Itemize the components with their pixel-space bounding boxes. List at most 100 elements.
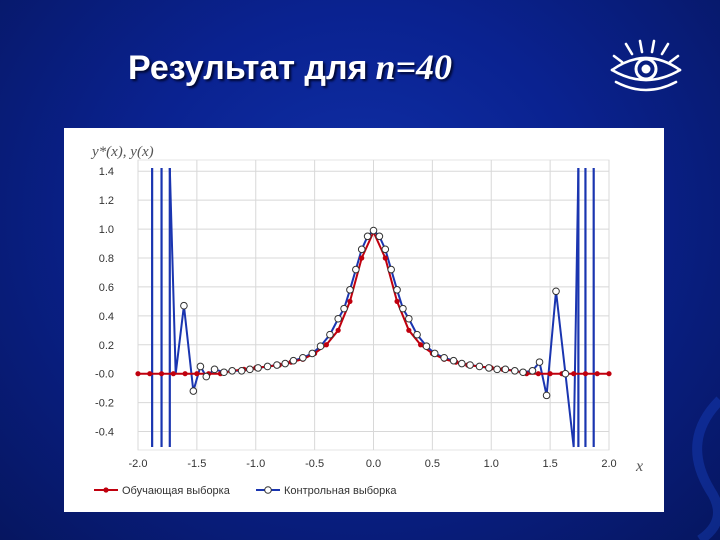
control-point	[196, 362, 205, 371]
y-tick-label: 0.8	[99, 253, 114, 265]
control-point	[254, 364, 262, 372]
control-point	[440, 353, 448, 362]
control-point	[485, 364, 493, 372]
train-point	[194, 371, 200, 377]
control-point	[413, 330, 421, 339]
train-point	[594, 371, 600, 377]
control-point	[289, 356, 298, 365]
train-point	[323, 342, 329, 348]
slide-title-math: n=40	[375, 47, 452, 87]
control-point	[357, 245, 366, 254]
control-point	[561, 369, 570, 378]
control-point	[552, 287, 560, 296]
control-point	[246, 365, 254, 374]
grid	[137, 159, 610, 451]
chart: -2.0 -1.5 -1.0 -0.5 0.0 0.5 1.0 1.5 2.0 1.4 1.2 1.0…	[90, 144, 643, 497]
eye-logo-icon	[610, 39, 682, 92]
control-point	[493, 365, 501, 374]
control-point	[369, 226, 378, 235]
train-point	[535, 371, 541, 377]
train-point	[147, 371, 153, 377]
y-tick-label: 0.2	[99, 340, 114, 352]
control-point	[511, 367, 519, 375]
control-point	[387, 265, 395, 274]
control-point	[352, 265, 360, 274]
control-point	[202, 372, 211, 381]
control-series-line	[168, 167, 580, 448]
control-point	[308, 349, 317, 358]
control-point	[299, 353, 307, 362]
train-point	[406, 327, 412, 333]
train-point	[170, 371, 176, 377]
x-tick-label: 0.0	[366, 458, 381, 470]
y-axis-label: y*(x), y(x)	[90, 144, 154, 160]
train-point	[571, 371, 577, 377]
x-axis-label: x	[635, 458, 643, 475]
y-tick-label: 1.4	[99, 166, 114, 178]
control-point	[210, 365, 219, 374]
y-tick-label: 1.0	[99, 224, 114, 236]
control-point	[281, 359, 289, 368]
control-point	[334, 314, 342, 323]
control-point	[528, 367, 537, 375]
train-point	[135, 371, 141, 377]
train-point	[418, 342, 424, 348]
y-tick-label: 0.6	[99, 282, 114, 294]
legend-control-marker	[264, 486, 272, 494]
control-point	[273, 361, 281, 369]
control-point	[405, 314, 413, 323]
control-point	[501, 365, 510, 374]
control-point	[399, 304, 407, 313]
train-point	[158, 371, 165, 377]
y-tick-label: 1.2	[99, 195, 114, 207]
control-point	[475, 362, 484, 371]
ticks: -2.0 -1.5 -1.0 -0.5 0.0 0.5 1.0 1.5 2.0 1.4 1.2 1.0…	[95, 166, 617, 470]
control-point	[237, 367, 246, 375]
y-tick-label: 0.4	[99, 311, 114, 323]
slide-title: Результат для n=40	[128, 46, 452, 88]
control-point	[189, 387, 198, 395]
control-point	[466, 361, 474, 369]
control-point	[449, 356, 458, 365]
x-tick-label: -2.0	[129, 458, 148, 470]
train-point	[606, 371, 612, 377]
control-point	[430, 349, 439, 358]
x-tick-label: -1.5	[187, 458, 206, 470]
control-point	[375, 232, 384, 241]
control-point	[180, 301, 188, 310]
x-tick-label: 0.5	[425, 458, 440, 470]
legend-control-label: Контрольная выборка	[284, 485, 397, 497]
control-point	[542, 391, 551, 400]
control-point	[326, 330, 334, 339]
x-tick-label: 2.0	[601, 458, 616, 470]
control-point	[220, 368, 228, 377]
train-point	[359, 255, 365, 261]
x-tick-label: 1.0	[484, 458, 499, 470]
train-point	[394, 298, 400, 304]
train-point	[382, 255, 388, 261]
background-swirl	[692, 396, 720, 540]
x-tick-label: 1.5	[542, 458, 557, 470]
control-point	[228, 367, 236, 375]
control-point	[363, 232, 372, 241]
legend: Обучающая выборка Контрольная выборка	[94, 485, 397, 497]
y-tick-label: -0.0	[95, 369, 114, 381]
x-tick-label: -0.5	[305, 458, 324, 470]
train-point	[347, 298, 353, 304]
y-tick-label: -0.4	[95, 427, 114, 439]
train-point	[547, 371, 553, 377]
control-point	[519, 368, 527, 377]
control-point	[346, 286, 354, 294]
control-point	[535, 358, 544, 366]
train-point	[335, 327, 341, 333]
slide-title-text: Результат для	[128, 49, 368, 87]
control-point	[422, 342, 431, 351]
x-tick-label: -1.0	[246, 458, 265, 470]
control-point	[316, 342, 325, 351]
control-point	[340, 304, 348, 313]
chart-panel: -2.0 -1.5 -1.0 -0.5 0.0 0.5 1.0 1.5 2.0 1.4 1.2 1.0…	[64, 128, 664, 512]
control-point	[263, 362, 272, 371]
control-point	[393, 286, 401, 294]
train-point	[182, 371, 188, 377]
series	[135, 167, 612, 448]
